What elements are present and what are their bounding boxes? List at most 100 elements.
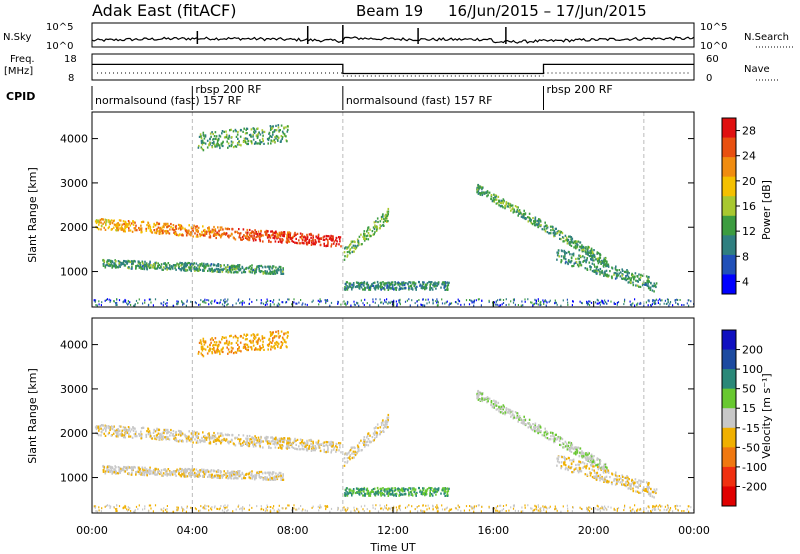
- power-cell: [99, 218, 102, 221]
- power-cell: [553, 230, 556, 233]
- velocity-cell: [229, 440, 232, 443]
- power-cell: [532, 217, 534, 220]
- velocity-cell: [146, 471, 148, 474]
- velocity-cell: [269, 477, 271, 480]
- velocity-cell: [123, 466, 126, 469]
- power-cell: [568, 241, 571, 244]
- power-cell: [476, 186, 478, 189]
- power-cell: [185, 265, 188, 268]
- power-cell: [180, 262, 183, 265]
- power-cell: [261, 302, 263, 304]
- power-cell: [629, 300, 631, 303]
- velocity-cell: [258, 440, 260, 443]
- power-cell: [224, 302, 226, 304]
- velocity-cell: [339, 446, 341, 449]
- power-cell: [570, 256, 573, 259]
- velocity-cell: [212, 440, 215, 443]
- power-cell: [283, 133, 286, 136]
- power-cell: [501, 205, 503, 208]
- power-cell: [250, 268, 253, 271]
- power-cell: [266, 234, 269, 237]
- power-cell: [172, 224, 175, 227]
- power-cell: [417, 304, 419, 307]
- power-cell: [259, 142, 261, 146]
- velocity-cell: [222, 350, 224, 354]
- power-cell: [273, 303, 275, 306]
- velocity-cell: [97, 426, 99, 429]
- velocity-cell: [129, 430, 132, 433]
- power-cell: [254, 272, 256, 275]
- velocity-cell: [134, 427, 136, 430]
- power-cell: [294, 241, 296, 244]
- velocity-cell: [357, 445, 360, 448]
- power-cell: [267, 230, 269, 233]
- power-cell: [437, 283, 440, 286]
- velocity-cell: [196, 439, 199, 442]
- power-cell: [422, 283, 424, 286]
- power-cell: [626, 272, 629, 275]
- velocity-cell: [201, 468, 203, 471]
- velocity-cell: [399, 488, 401, 491]
- power-cell: [131, 260, 133, 263]
- velocity-cell: [245, 334, 247, 338]
- velocity-cell: [127, 472, 129, 475]
- velocity-cell: [115, 431, 117, 434]
- power-cell: [212, 132, 214, 136]
- velocity-cell: [211, 352, 214, 355]
- velocity-cell: [155, 473, 157, 476]
- velocity-cell: [173, 470, 176, 473]
- velocity-cell: [363, 438, 365, 441]
- power-cell: [686, 302, 688, 305]
- power-cell: [585, 261, 587, 264]
- power-cell: [325, 299, 328, 302]
- velocity-cell: [240, 444, 242, 447]
- velocity-cell: [127, 467, 129, 470]
- velocity-cell: [390, 493, 392, 496]
- power-cell: [387, 212, 389, 216]
- power-cell: [581, 249, 583, 252]
- velocity-cell: [322, 442, 325, 445]
- power-cell: [130, 267, 133, 270]
- power-cell: [346, 285, 348, 288]
- velocity-cell: [214, 337, 217, 340]
- power-cell: [127, 303, 129, 306]
- velocity-cell: [173, 437, 175, 440]
- power-cell: [561, 232, 564, 235]
- velocity-cell: [102, 469, 105, 472]
- power-cell: [271, 265, 274, 268]
- velocity-cell: [214, 436, 217, 439]
- velocity-cell: [273, 335, 276, 338]
- power-cell: [621, 268, 623, 271]
- power-cell: [243, 268, 246, 271]
- power-cell: [231, 143, 233, 146]
- power-cell: [608, 274, 610, 277]
- power-cell: [516, 206, 518, 209]
- velocity-cell: [106, 469, 108, 472]
- power-cell: [351, 288, 353, 291]
- power-cell: [124, 227, 127, 230]
- power-cell: [208, 299, 210, 302]
- velocity-cell: [150, 470, 152, 473]
- power-cell: [283, 234, 285, 237]
- power-cell: [625, 270, 627, 273]
- power-cell: [200, 139, 203, 143]
- velocity-cell: [255, 340, 258, 343]
- velocity-cell: [373, 487, 376, 490]
- velocity-cell: [128, 428, 130, 431]
- power-cell: [115, 302, 117, 304]
- power-cell: [433, 285, 435, 288]
- power-cell: [225, 270, 227, 273]
- power-cell: [213, 144, 216, 147]
- velocity-cell: [349, 449, 352, 452]
- velocity-cell: [283, 438, 286, 441]
- velocity-cell: [432, 490, 434, 493]
- velocity-cell: [253, 438, 255, 441]
- velocity-cell: [179, 474, 181, 477]
- velocity-cell: [291, 443, 293, 446]
- velocity-cell: [209, 344, 211, 347]
- velocity-cell: [298, 448, 301, 451]
- velocity-cell: [264, 477, 267, 480]
- power-cell: [239, 268, 242, 271]
- power-cell: [663, 302, 665, 305]
- velocity-cell: [388, 490, 391, 493]
